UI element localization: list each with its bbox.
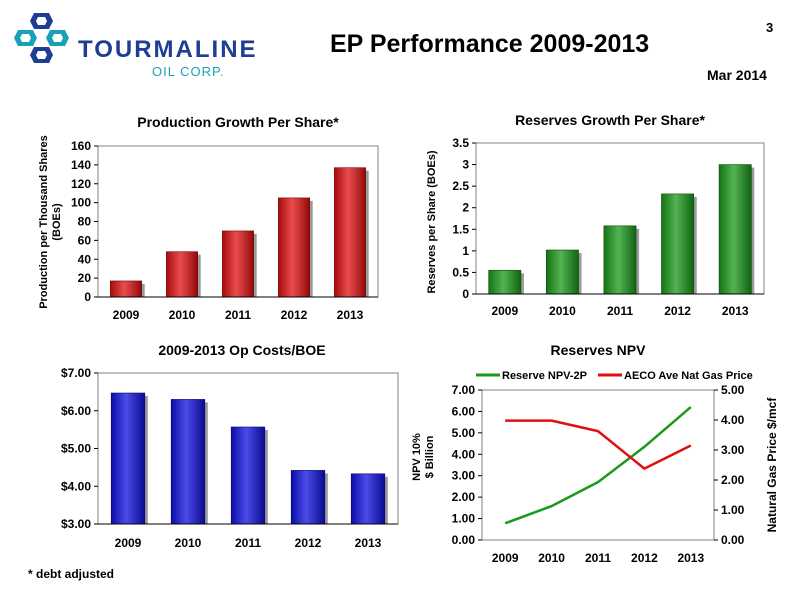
plot-frame <box>481 389 715 541</box>
y2-tick-label: 2.00 <box>721 473 745 487</box>
y-tick-label: 1.00 <box>452 512 476 526</box>
footnote: * debt adjusted <box>28 567 115 581</box>
chart-production: Production Growth Per Share* Production p… <box>38 114 379 322</box>
y-tick-label: 20 <box>78 271 92 285</box>
series-line <box>505 419 692 470</box>
bar <box>334 167 366 298</box>
x-tick-label: 2010 <box>538 551 565 565</box>
y-tick-label: 5.00 <box>452 426 476 440</box>
x-tick-label: 2012 <box>664 304 691 318</box>
y-tick-label: $5.00 <box>61 442 91 456</box>
chart-title: Reserves Growth Per Share* <box>515 112 705 128</box>
y-tick-label: 2.00 <box>452 490 476 504</box>
legend-label: AECO Ave Nat Gas Price <box>624 370 753 382</box>
page-title: EP Performance 2009-2013 <box>330 30 650 58</box>
y-tick-label: 7.00 <box>452 383 476 397</box>
bar <box>222 230 254 298</box>
bar <box>278 197 310 298</box>
x-tick-label: 2012 <box>631 551 658 565</box>
x-tick-label: 2010 <box>549 304 576 318</box>
company-subtitle: OIL CORP. <box>152 64 225 79</box>
bar <box>350 473 386 525</box>
x-tick-label: 2011 <box>225 308 251 322</box>
y-tick-label: $7.00 <box>61 366 91 380</box>
y-tick-label: 6.00 <box>452 404 476 418</box>
bar <box>603 225 637 295</box>
x-tick-label: 2009 <box>113 308 140 322</box>
date-label: Mar 2014 <box>707 67 767 83</box>
y2-axis-label: Natural Gas Price $/mcf <box>765 397 779 533</box>
x-tick-label: 2009 <box>492 551 519 565</box>
y-axis-label: $ Billion <box>424 435 436 478</box>
y-axis-label: Reserves per Share (BOEs) <box>426 150 438 293</box>
y-axis-label: NPV 10% <box>411 433 423 481</box>
y-tick-label: 1 <box>462 244 469 258</box>
y-tick-label: 3.00 <box>452 469 476 483</box>
chart-reserves: Reserves Growth Per Share* Reserves per S… <box>426 112 765 318</box>
bar <box>661 193 695 295</box>
chart-title: Production Growth Per Share* <box>137 114 339 130</box>
bar <box>545 249 579 295</box>
x-tick-label: 2013 <box>355 536 382 550</box>
legend-label: Reserve NPV-2P <box>502 370 587 382</box>
y-tick-label: 160 <box>71 139 91 153</box>
y-tick-label: 1.5 <box>452 222 469 236</box>
bar <box>170 399 206 525</box>
y2-tick-label: 0.00 <box>721 533 745 547</box>
y-tick-label: 0.5 <box>452 265 469 279</box>
x-tick-label: 2011 <box>607 304 633 318</box>
x-tick-label: 2012 <box>281 308 308 322</box>
page-number: 3 <box>766 20 774 35</box>
y-tick-label: 0 <box>84 290 91 304</box>
chart-title: Reserves NPV <box>551 342 647 358</box>
x-tick-label: 2010 <box>169 308 196 322</box>
y2-tick-label: 3.00 <box>721 443 745 457</box>
y-tick-label: 120 <box>71 177 91 191</box>
x-tick-label: 2010 <box>175 536 202 550</box>
x-tick-label: 2009 <box>115 536 142 550</box>
y-tick-label: 60 <box>78 233 92 247</box>
bar <box>290 470 326 525</box>
chart-title: 2009-2013 Op Costs/BOE <box>158 342 325 358</box>
x-tick-label: 2013 <box>337 308 364 322</box>
bar <box>230 426 266 525</box>
chart-opcosts: 2009-2013 Op Costs/BOE $3.00 $4.00 $5.00 $6.… <box>61 342 399 550</box>
y-tick-label: 0.00 <box>452 533 476 547</box>
bar <box>166 251 198 298</box>
y-tick-label: 100 <box>71 196 91 210</box>
y2-tick-label: 5.00 <box>721 383 745 397</box>
x-tick-label: 2009 <box>491 304 518 318</box>
bar <box>110 280 142 298</box>
chart-npv: Reserves NPV Reserve NPV-2P AECO Ave Nat G… <box>411 342 779 565</box>
x-tick-label: 2013 <box>722 304 749 318</box>
x-tick-label: 2013 <box>677 551 704 565</box>
y-axis-label: (BOEs) <box>51 203 63 241</box>
y-tick-label: 2 <box>462 201 469 215</box>
y-tick-label: $4.00 <box>61 479 91 493</box>
y-tick-label: $3.00 <box>61 517 91 531</box>
x-tick-label: 2011 <box>235 536 261 550</box>
bar <box>718 164 752 295</box>
y-tick-label: 80 <box>78 215 92 229</box>
bar <box>488 269 522 295</box>
y-tick-label: 140 <box>71 158 91 172</box>
logo-icon <box>14 13 69 63</box>
company-name: TOURMALINE <box>78 36 258 63</box>
y-tick-label: 3 <box>462 158 469 172</box>
y-tick-label: 40 <box>78 252 92 266</box>
bar <box>110 392 146 525</box>
y-tick-label: 3.5 <box>452 136 469 150</box>
x-tick-label: 2011 <box>585 551 611 565</box>
y-tick-label: 4.00 <box>452 447 476 461</box>
series-line <box>504 406 692 525</box>
x-tick-label: 2012 <box>295 536 322 550</box>
y-axis-label: Production per Thousand Shares <box>38 135 50 309</box>
y-tick-label: 2.5 <box>452 179 469 193</box>
y2-tick-label: 1.00 <box>721 503 745 517</box>
y-tick-label: $6.00 <box>61 404 91 418</box>
y-tick-label: 0 <box>462 287 469 301</box>
y2-tick-label: 4.00 <box>721 413 745 427</box>
